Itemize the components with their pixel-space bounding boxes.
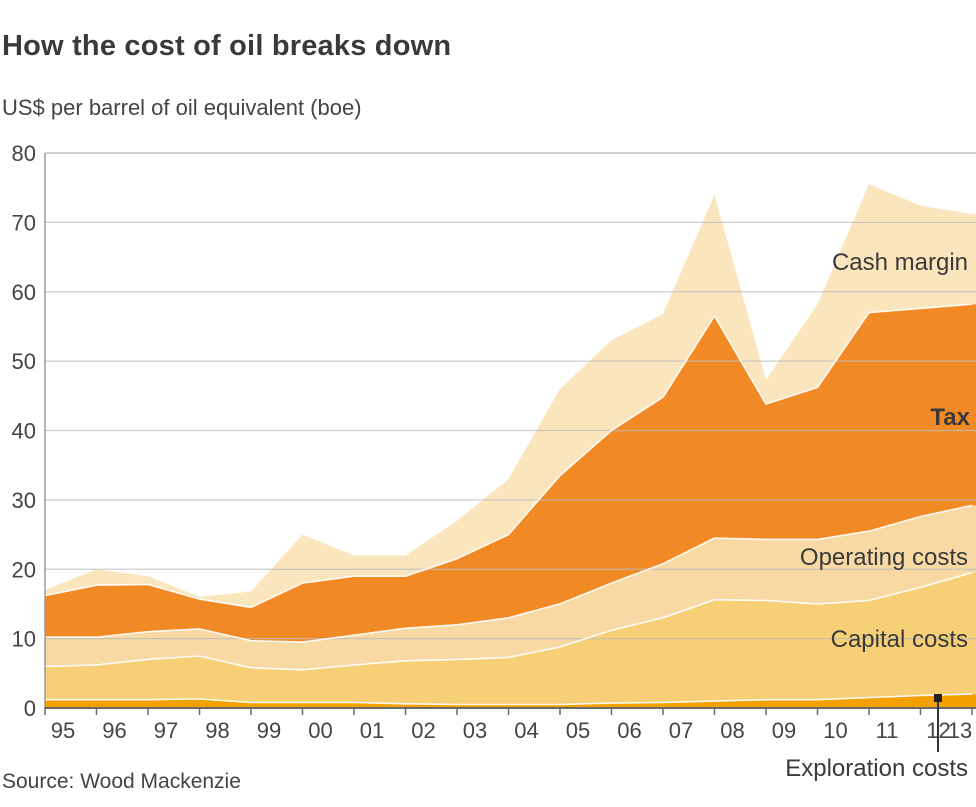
boundary-capital <box>44 571 973 671</box>
x-tick-label: 05 <box>566 718 590 743</box>
boundary-tax <box>44 303 973 609</box>
y-tick-label: 60 <box>12 280 36 305</box>
x-tick-label: 13 <box>948 718 972 743</box>
area-operating <box>45 505 976 670</box>
y-tick-label: 40 <box>12 419 36 444</box>
area-exploration <box>45 694 976 708</box>
y-tick-label: 10 <box>12 627 36 652</box>
x-tick-label: 99 <box>257 718 281 743</box>
x-tick-label: 10 <box>823 718 847 743</box>
series-boundaries <box>44 303 973 706</box>
x-tick-label: 06 <box>617 718 641 743</box>
y-tick-label: 0 <box>24 696 36 721</box>
y-tick-label: 70 <box>12 210 36 235</box>
x-tick-label: 96 <box>102 718 126 743</box>
axes <box>44 152 976 715</box>
series-label-operating: Operating costs <box>800 544 968 571</box>
boundary-operating <box>45 504 973 643</box>
chart-subtitle: US$ per barrel of oil equivalent (boe) <box>2 95 362 120</box>
area-capital <box>45 572 976 705</box>
x-tick-label: 02 <box>411 718 435 743</box>
x-tick-label: 97 <box>154 718 178 743</box>
exploration-leader-marker <box>934 694 942 702</box>
x-tick-label: 04 <box>514 718 538 743</box>
series-label-exploration: Exploration costs <box>785 755 968 782</box>
chart-title: How the cost of oil breaks down <box>2 30 452 62</box>
boundary-exploration <box>45 693 973 706</box>
y-tick-label: 30 <box>12 488 36 513</box>
x-tick-label: 03 <box>463 718 487 743</box>
series-label-capital: Capital costs <box>831 626 968 653</box>
x-tick-label: 00 <box>308 718 332 743</box>
series-labels: Cash margin Tax Operating costs Capital cos… <box>785 249 970 782</box>
y-tick-labels: 0 10 20 30 40 50 60 70 80 <box>12 141 36 721</box>
y-tick-label: 20 <box>12 557 36 582</box>
y-tick-label: 50 <box>12 349 36 374</box>
x-tick-label: 95 <box>51 718 75 743</box>
area-tax <box>45 304 976 643</box>
x-tick-label: 11 <box>876 718 899 743</box>
x-tick-label: 01 <box>360 718 384 743</box>
series-label-cash: Cash margin <box>832 249 968 276</box>
x-tick-label: 07 <box>669 718 693 743</box>
y-tick-label: 80 <box>12 141 36 166</box>
x-tick-label: 09 <box>772 718 796 743</box>
source-note: Source: Wood Mackenzie <box>2 770 241 793</box>
x-tick-label: 08 <box>720 718 744 743</box>
x-tick-label: 98 <box>205 718 229 743</box>
series-label-tax: Tax <box>930 404 970 431</box>
